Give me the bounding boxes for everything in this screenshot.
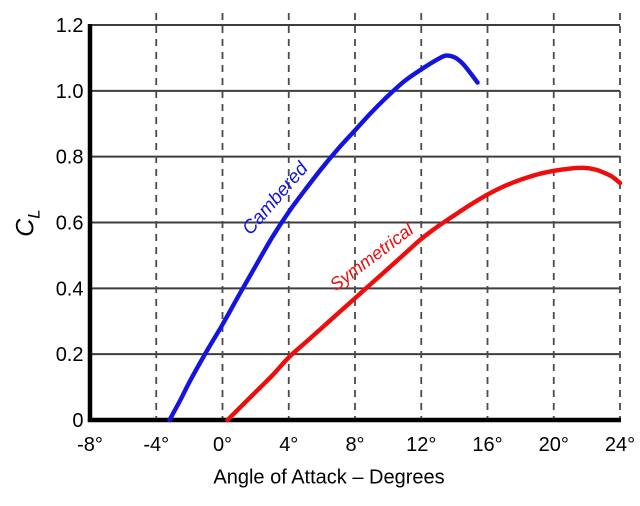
- y-tick-label: 0: [72, 410, 83, 432]
- x-tick-label: 16°: [472, 434, 502, 456]
- y-tick-label: 0.6: [56, 213, 84, 235]
- y-tick-label: 1.0: [56, 81, 84, 103]
- curve-cambered: [167, 53, 480, 423]
- x-tick-label: -8°: [77, 434, 103, 456]
- y-axis-title: CL: [12, 209, 45, 237]
- y-tick-label: 0.4: [56, 278, 84, 300]
- x-axis-title: Angle of Attack – Degrees: [213, 466, 445, 489]
- x-tick-label: 20°: [539, 434, 569, 456]
- y-tick-label: 1.2: [56, 15, 84, 37]
- x-tick-label: 0°: [213, 434, 232, 456]
- x-tick-label: -4°: [143, 434, 169, 456]
- series-label-cambered: Cambered: [238, 157, 313, 239]
- y-axis-title-main: C: [11, 218, 40, 237]
- x-tick-label: 24°: [605, 434, 635, 456]
- y-tick-label: 0.8: [56, 147, 84, 169]
- x-tick-label: 4°: [279, 434, 298, 456]
- curve-symmetrical: [225, 165, 623, 423]
- y-axis-title-sub: L: [24, 209, 44, 219]
- y-tick-label: 0.2: [56, 344, 84, 366]
- x-tick-label: 8°: [345, 434, 364, 456]
- x-tick-label: 12°: [406, 434, 436, 456]
